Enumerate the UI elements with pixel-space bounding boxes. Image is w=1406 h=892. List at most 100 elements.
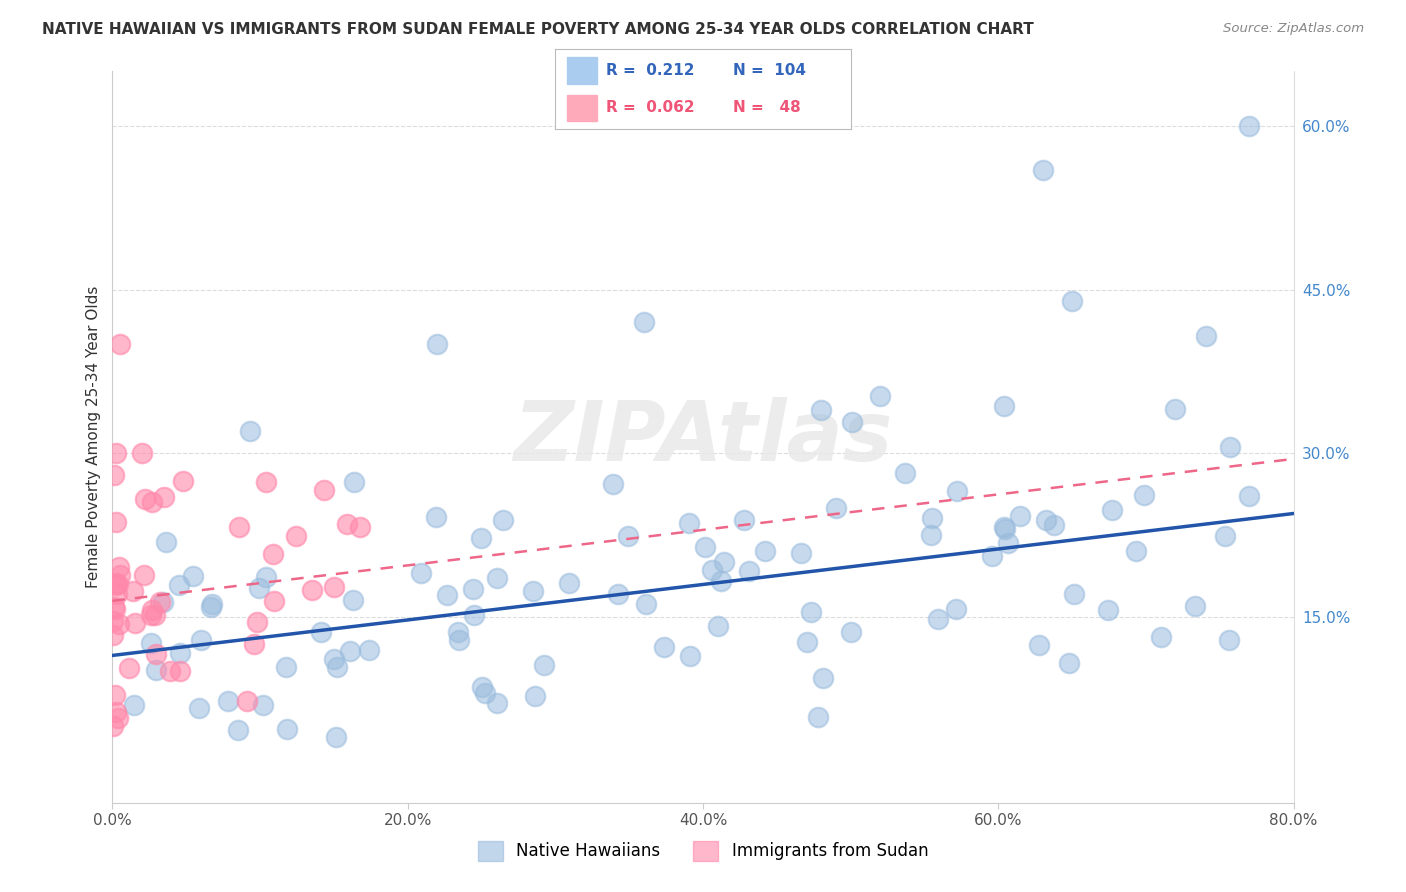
- Point: [103, 468, 125, 483]
- Point: [105, 575, 128, 590]
- Bar: [567, 57, 596, 84]
- Point: [349, 520, 371, 534]
- Point: [411, 566, 433, 581]
- Text: R =  0.212: R = 0.212: [606, 63, 695, 78]
- Point: [733, 513, 755, 527]
- Point: [200, 600, 222, 615]
- Point: [634, 597, 657, 611]
- Point: [181, 568, 204, 582]
- Point: [108, 337, 131, 351]
- Point: [558, 576, 581, 591]
- Point: [104, 688, 127, 702]
- Point: [894, 466, 917, 480]
- Point: [131, 446, 153, 460]
- Point: [152, 594, 174, 608]
- Point: [1219, 440, 1241, 454]
- Point: [145, 647, 167, 661]
- Point: [616, 529, 638, 543]
- Point: [533, 657, 555, 672]
- Point: [1213, 529, 1236, 543]
- Point: [101, 719, 124, 733]
- Point: [1032, 162, 1054, 177]
- Point: [695, 541, 717, 555]
- Point: [993, 520, 1015, 534]
- Point: [190, 633, 212, 648]
- Point: [107, 711, 129, 725]
- Y-axis label: Female Poverty Among 25-34 Year Olds: Female Poverty Among 25-34 Year Olds: [86, 286, 101, 588]
- Point: [228, 520, 250, 534]
- Point: [153, 490, 176, 504]
- Point: [426, 337, 449, 351]
- Point: [104, 516, 127, 530]
- Point: [679, 648, 702, 663]
- Point: [471, 680, 494, 694]
- Point: [122, 698, 145, 712]
- Text: N =  104: N = 104: [733, 63, 806, 78]
- Point: [796, 635, 818, 649]
- Point: [201, 597, 224, 611]
- Point: [522, 583, 544, 598]
- Point: [463, 607, 485, 622]
- Point: [841, 415, 863, 429]
- Point: [633, 315, 655, 329]
- Point: [141, 495, 163, 509]
- Point: [1101, 503, 1123, 517]
- Point: [326, 660, 349, 674]
- Point: [425, 509, 447, 524]
- Point: [839, 625, 862, 640]
- Point: [105, 446, 128, 460]
- Point: [1035, 513, 1057, 527]
- Legend: Native Hawaiians, Immigrants from Sudan: Native Hawaiians, Immigrants from Sudan: [471, 834, 935, 868]
- Point: [700, 563, 723, 577]
- Bar: [567, 95, 596, 121]
- Point: [927, 611, 949, 625]
- Point: [738, 565, 761, 579]
- Point: [107, 586, 129, 600]
- Point: [1008, 508, 1031, 523]
- Point: [101, 628, 124, 642]
- Point: [252, 698, 274, 713]
- Point: [921, 510, 943, 524]
- Point: [920, 527, 942, 541]
- Point: [1028, 638, 1050, 652]
- Point: [1164, 402, 1187, 417]
- Point: [274, 659, 297, 673]
- Point: [981, 549, 1004, 563]
- Point: [945, 601, 967, 615]
- Point: [492, 513, 515, 527]
- Point: [188, 700, 211, 714]
- Point: [1150, 630, 1173, 644]
- Point: [276, 722, 298, 736]
- Point: [309, 625, 332, 640]
- Point: [1062, 293, 1084, 308]
- Point: [339, 644, 361, 658]
- Point: [1184, 599, 1206, 614]
- Point: [155, 534, 177, 549]
- Point: [141, 603, 163, 617]
- Point: [1133, 488, 1156, 502]
- Point: [246, 615, 269, 629]
- Point: [145, 664, 167, 678]
- Point: [124, 616, 146, 631]
- Point: [997, 535, 1019, 549]
- Point: [122, 584, 145, 599]
- Point: [118, 661, 141, 675]
- Point: [993, 399, 1015, 413]
- Point: [1218, 632, 1240, 647]
- Point: [607, 587, 630, 601]
- Point: [134, 568, 156, 582]
- Point: [523, 689, 546, 703]
- Point: [1043, 517, 1066, 532]
- Point: [322, 580, 344, 594]
- Point: [325, 731, 347, 745]
- Point: [486, 696, 509, 710]
- Point: [1059, 657, 1081, 671]
- Point: [239, 424, 262, 438]
- Point: [678, 516, 700, 530]
- Point: [994, 522, 1017, 536]
- Point: [1125, 544, 1147, 558]
- Text: Source: ZipAtlas.com: Source: ZipAtlas.com: [1223, 22, 1364, 36]
- Point: [314, 483, 336, 498]
- Point: [139, 636, 162, 650]
- Point: [262, 547, 284, 561]
